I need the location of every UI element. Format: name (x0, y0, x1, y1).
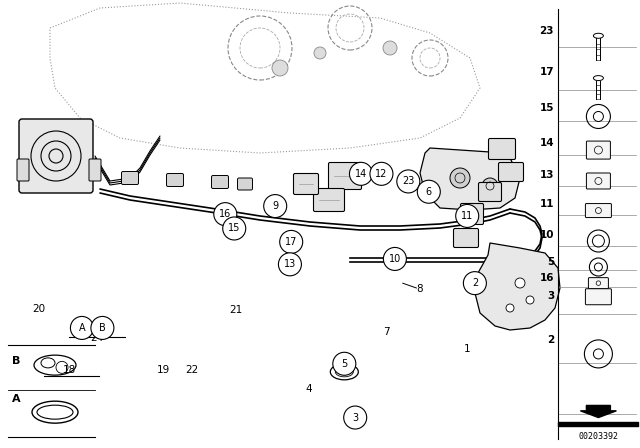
FancyBboxPatch shape (488, 138, 515, 159)
Circle shape (515, 278, 525, 288)
Polygon shape (580, 405, 616, 418)
Text: 2: 2 (547, 336, 554, 345)
Text: 22: 22 (186, 365, 198, 375)
Text: 16: 16 (540, 273, 554, 283)
Circle shape (272, 60, 288, 76)
FancyBboxPatch shape (499, 163, 524, 181)
FancyBboxPatch shape (479, 182, 502, 202)
FancyBboxPatch shape (166, 173, 184, 186)
Polygon shape (475, 243, 560, 330)
FancyBboxPatch shape (314, 189, 344, 211)
Circle shape (506, 304, 514, 312)
Text: 00203392: 00203392 (579, 432, 618, 441)
Text: 6: 6 (426, 187, 432, 197)
FancyBboxPatch shape (461, 203, 483, 224)
Text: A: A (12, 394, 20, 404)
Circle shape (214, 202, 237, 226)
Text: 14: 14 (355, 169, 367, 179)
Text: 2: 2 (472, 278, 478, 288)
Circle shape (278, 253, 301, 276)
Text: 23: 23 (540, 26, 554, 36)
Text: 7: 7 (383, 327, 390, 337)
Circle shape (333, 352, 356, 375)
Circle shape (456, 204, 479, 228)
FancyBboxPatch shape (586, 141, 611, 159)
Text: 10: 10 (540, 230, 554, 240)
Text: 4: 4 (305, 384, 312, 394)
Text: 9: 9 (272, 201, 278, 211)
FancyBboxPatch shape (122, 172, 138, 185)
Circle shape (450, 168, 470, 188)
Text: B: B (99, 323, 106, 333)
Text: 17: 17 (285, 237, 298, 247)
Text: 5: 5 (341, 359, 348, 369)
FancyBboxPatch shape (586, 203, 611, 218)
Circle shape (349, 162, 372, 185)
Text: 20: 20 (32, 304, 45, 314)
FancyBboxPatch shape (17, 159, 29, 181)
Circle shape (91, 316, 114, 340)
FancyBboxPatch shape (586, 289, 611, 305)
Text: 11: 11 (461, 211, 474, 221)
FancyBboxPatch shape (588, 278, 609, 289)
Text: 16: 16 (219, 209, 232, 219)
Circle shape (482, 178, 498, 194)
Circle shape (383, 247, 406, 271)
Text: 10: 10 (388, 254, 401, 264)
Text: 19: 19 (157, 365, 170, 375)
FancyBboxPatch shape (586, 173, 611, 189)
Text: 3: 3 (352, 413, 358, 422)
Circle shape (223, 217, 246, 240)
Text: 15: 15 (228, 224, 241, 233)
Text: 21: 21 (229, 305, 242, 315)
Text: 17: 17 (540, 67, 554, 77)
Text: A: A (79, 323, 85, 333)
Circle shape (526, 296, 534, 304)
Circle shape (344, 406, 367, 429)
Circle shape (370, 162, 393, 185)
Circle shape (397, 170, 420, 193)
Text: 13: 13 (284, 259, 296, 269)
Text: 3: 3 (547, 291, 554, 301)
Circle shape (314, 47, 326, 59)
Text: 23: 23 (402, 177, 415, 186)
Circle shape (463, 271, 486, 295)
FancyBboxPatch shape (237, 178, 253, 190)
Text: 14: 14 (540, 138, 554, 148)
Circle shape (383, 41, 397, 55)
Text: 13: 13 (540, 170, 554, 180)
FancyBboxPatch shape (19, 119, 93, 193)
Text: 18: 18 (63, 365, 76, 375)
Text: B: B (12, 356, 20, 366)
Text: 8: 8 (416, 284, 422, 294)
Text: 24: 24 (91, 333, 104, 343)
FancyBboxPatch shape (211, 176, 228, 189)
FancyBboxPatch shape (294, 173, 319, 194)
Text: 1: 1 (464, 344, 470, 353)
Text: 11: 11 (540, 199, 554, 209)
FancyBboxPatch shape (328, 163, 362, 190)
Circle shape (417, 180, 440, 203)
FancyBboxPatch shape (454, 228, 479, 247)
Text: 15: 15 (540, 103, 554, 112)
Circle shape (264, 194, 287, 218)
FancyBboxPatch shape (89, 159, 101, 181)
Text: 5: 5 (547, 257, 554, 267)
Circle shape (70, 316, 93, 340)
Circle shape (280, 230, 303, 254)
Polygon shape (420, 148, 520, 210)
Text: 12: 12 (375, 169, 388, 179)
